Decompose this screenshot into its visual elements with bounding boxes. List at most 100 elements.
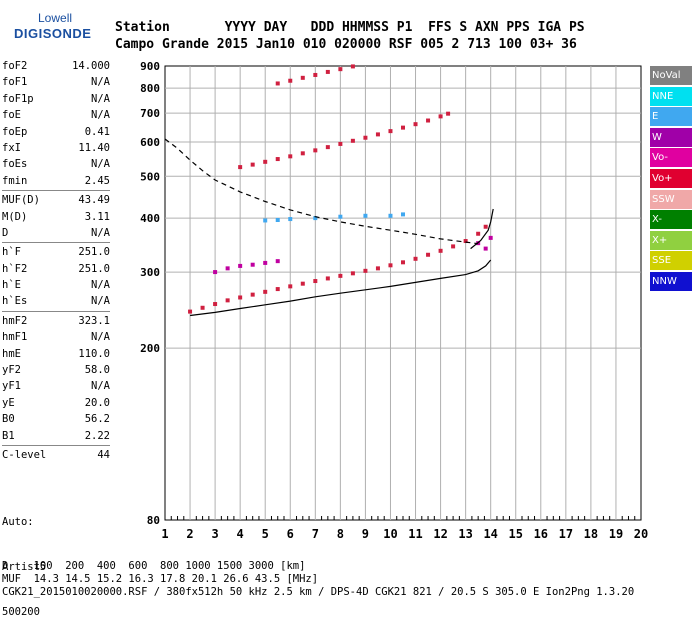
y-tick-label: 800 [140, 82, 160, 95]
param-label: foF2 [2, 60, 28, 72]
legend-item: Vo- [650, 148, 692, 168]
header-row-values: Campo Grande 2015 Jan10 010 020000 RSF 0… [115, 37, 577, 52]
x-tick-label: 3 [211, 527, 218, 541]
x-tick-label: 5 [262, 527, 269, 541]
param-row: MUF(D) 43.49 [2, 192, 110, 208]
param-value: N/A [91, 92, 110, 105]
data-point [213, 302, 218, 307]
data-point [288, 217, 293, 222]
y-tick-label: 300 [140, 266, 160, 279]
param-value: N/A [91, 76, 110, 89]
param-row: yF2 58.0 [2, 362, 110, 378]
data-point [200, 305, 205, 310]
data-point [238, 295, 243, 300]
param-label: yF2 [2, 364, 21, 377]
param-label: h`E [2, 279, 21, 292]
y-tick-label: 500 [140, 170, 160, 183]
param-row: foF1 N/A [2, 74, 110, 90]
plot-frame [164, 65, 642, 521]
param-row: B0 56.2 [2, 411, 110, 427]
data-point [476, 231, 481, 236]
param-label: h`F [2, 246, 21, 259]
x-tick-label: 10 [383, 527, 397, 541]
param-value: N/A [91, 158, 110, 171]
param-row: hmF2 323.1 [2, 313, 110, 329]
param-value: 110.0 [78, 347, 110, 360]
legend-item: X+ [650, 230, 692, 250]
data-point [338, 67, 343, 72]
param-row: fxI 11.40 [2, 140, 110, 156]
param-value: 251.0 [78, 246, 110, 259]
param-label: yE [2, 396, 15, 409]
profile-curve [164, 138, 479, 245]
data-point [325, 145, 330, 150]
param-separator [2, 242, 110, 244]
param-value: N/A [91, 380, 110, 393]
data-point [275, 287, 280, 292]
param-row: foEp 0.41 [2, 124, 110, 140]
data-point [263, 159, 268, 164]
x-tick-label: 14 [483, 527, 497, 541]
autoscaling-algorithm: Artist5 [2, 561, 47, 573]
data-point [313, 148, 318, 153]
data-point [401, 125, 405, 130]
data-point [350, 138, 355, 143]
param-label: h`F2 [2, 262, 28, 275]
param-label: M(D) [2, 210, 28, 223]
data-point [388, 263, 393, 268]
data-point [313, 72, 318, 77]
header-row-labels: Station YYYY DAY DDD HHMMSS P1 FFS S AXN… [115, 20, 585, 35]
param-label: C-level [2, 448, 47, 461]
data-point [250, 292, 255, 297]
x-tick-label: 17 [559, 527, 573, 541]
param-value: 0.41 [84, 125, 110, 138]
param-row: C-level 44 [2, 447, 110, 463]
logo-line1: Lowell [38, 11, 73, 25]
data-point [438, 248, 443, 253]
data-point [426, 118, 431, 123]
y-tick-label: 400 [140, 212, 160, 225]
x-tick-label: 13 [458, 527, 472, 541]
param-value: 251.0 [78, 262, 110, 275]
legend-item: NoVal [650, 66, 692, 85]
param-separator [2, 444, 110, 446]
d-distance-row: D 100 200 400 600 800 1000 1500 3000 [km… [2, 560, 306, 572]
x-tick-label: 6 [287, 527, 294, 541]
data-point [350, 271, 355, 276]
data-point [388, 213, 393, 218]
x-tick-label: 19 [609, 527, 623, 541]
param-label: hmF1 [2, 331, 28, 344]
data-point [413, 256, 418, 261]
data-point [263, 289, 268, 294]
param-label: foF1 [2, 76, 28, 89]
parameter-list: foF2 14.000 foF1 N/A foF1p N/A foE N/A foEp 0.41 f… [2, 58, 110, 463]
x-tick-label: 8 [337, 527, 344, 541]
param-label: MUF(D) [2, 194, 40, 207]
data-point [275, 217, 280, 222]
param-row: foE N/A [2, 107, 110, 123]
param-row: D N/A [2, 225, 110, 241]
param-label: hmF2 [2, 314, 28, 327]
data-point [463, 239, 468, 244]
param-row: h`F2 251.0 [2, 261, 110, 277]
data-point [388, 129, 393, 134]
param-row: foF2 14.000 [2, 58, 110, 74]
param-separator [2, 190, 110, 192]
x-tick-label: 9 [362, 527, 369, 541]
legend-item: NNW [650, 271, 692, 291]
y-tick-label: 700 [140, 107, 160, 120]
data-point [250, 262, 255, 267]
param-value: 2.45 [84, 174, 110, 187]
profile-curve [470, 208, 494, 250]
ionogram-chart: 1 2 3 4 5 6 7 8 9 10 11 12 13 14 15 16 17 18 19 20200300400… [140, 60, 648, 541]
data-point [363, 268, 368, 273]
legend-item: SSE [650, 251, 692, 271]
param-row: hmE 110.0 [2, 346, 110, 362]
param-value: 43.49 [78, 194, 110, 207]
param-value: 323.1 [78, 314, 110, 327]
param-separator [2, 310, 110, 312]
data-point [288, 154, 293, 159]
param-label: fxI [2, 141, 21, 154]
param-value: 58.0 [84, 364, 110, 377]
data-point [188, 309, 193, 314]
